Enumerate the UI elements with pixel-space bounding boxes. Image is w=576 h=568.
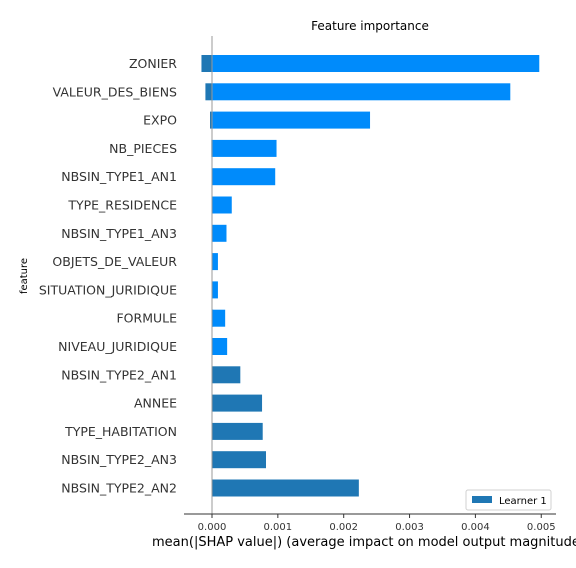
- feature-label: TYPE_HABITATION: [64, 424, 177, 439]
- bar-learner-1: [201, 55, 212, 72]
- bar-positive: [212, 253, 218, 271]
- bar-positive: [212, 196, 232, 214]
- feature-label: VALEUR_DES_BIENS: [53, 84, 177, 99]
- y-axis-label: feature: [19, 258, 30, 294]
- bar-positive: [212, 281, 218, 299]
- bar-positive: [212, 224, 227, 242]
- bar-learner-1: [212, 394, 263, 412]
- feature-label: NBSIN_TYPE1_AN3: [61, 226, 177, 241]
- feature-label: SITUATION_JURIDIQUE: [39, 282, 177, 297]
- feature-label: NBSIN_TYPE2_AN3: [61, 452, 177, 467]
- bar-positive: [212, 168, 276, 186]
- feature-label: TYPE_RESIDENCE: [67, 198, 177, 213]
- legend: Learner 1: [465, 489, 552, 511]
- legend-frame: [465, 489, 552, 511]
- x-ticks: 0.000 0.001 0.002 0.003 0.004 0.005: [198, 514, 556, 533]
- feature-label: NBSIN_TYPE2_AN2: [61, 481, 177, 496]
- bar-learner-1: [212, 366, 241, 384]
- legend-swatch: [472, 496, 492, 503]
- feature-label: NBSIN_TYPE2_AN1: [61, 367, 177, 382]
- x-tick-label: 0.000: [198, 522, 227, 533]
- x-tick-label: 0.005: [527, 522, 556, 533]
- x-axis-label: mean(|SHAP value|) (average impact on mo…: [152, 535, 576, 550]
- x-tick-label: 0.004: [461, 522, 490, 533]
- bar-learner-1: [210, 111, 212, 129]
- bar-positive: [212, 83, 511, 101]
- feature-label: EXPO: [143, 113, 177, 128]
- bar-positive: [212, 338, 228, 355]
- feature-label: FORMULE: [116, 311, 177, 326]
- bar-learner-1: [212, 479, 359, 497]
- feature-label: ANNEE: [134, 396, 177, 411]
- x-tick-label: 0.002: [329, 522, 358, 533]
- bar-learner-1: [212, 422, 263, 440]
- bar-positive: [212, 55, 540, 72]
- bar-learner-1: [205, 83, 212, 101]
- feature-labels: ZONIER VALEUR_DES_BIENS EXPO NB_PIECES NBSIN…: [39, 56, 177, 496]
- legend-label: Learner 1: [499, 496, 547, 507]
- x-tick-label: 0.003: [395, 522, 424, 533]
- feature-label: NBSIN_TYPE1_AN1: [61, 169, 177, 184]
- chart-title: Feature importance: [311, 19, 429, 33]
- feature-label: ZONIER: [129, 56, 177, 71]
- bar-positive: [212, 111, 371, 129]
- feature-label: NB_PIECES: [109, 141, 177, 156]
- feature-label: OBJETS_DE_VALEUR: [52, 254, 177, 269]
- bars-group: [201, 55, 540, 497]
- x-tick-label: 0.001: [264, 522, 293, 533]
- bar-learner-1: [212, 451, 266, 469]
- feature-label: NIVEAU_JURIDIQUE: [58, 339, 177, 354]
- bar-positive: [212, 309, 226, 327]
- bar-positive: [212, 139, 277, 157]
